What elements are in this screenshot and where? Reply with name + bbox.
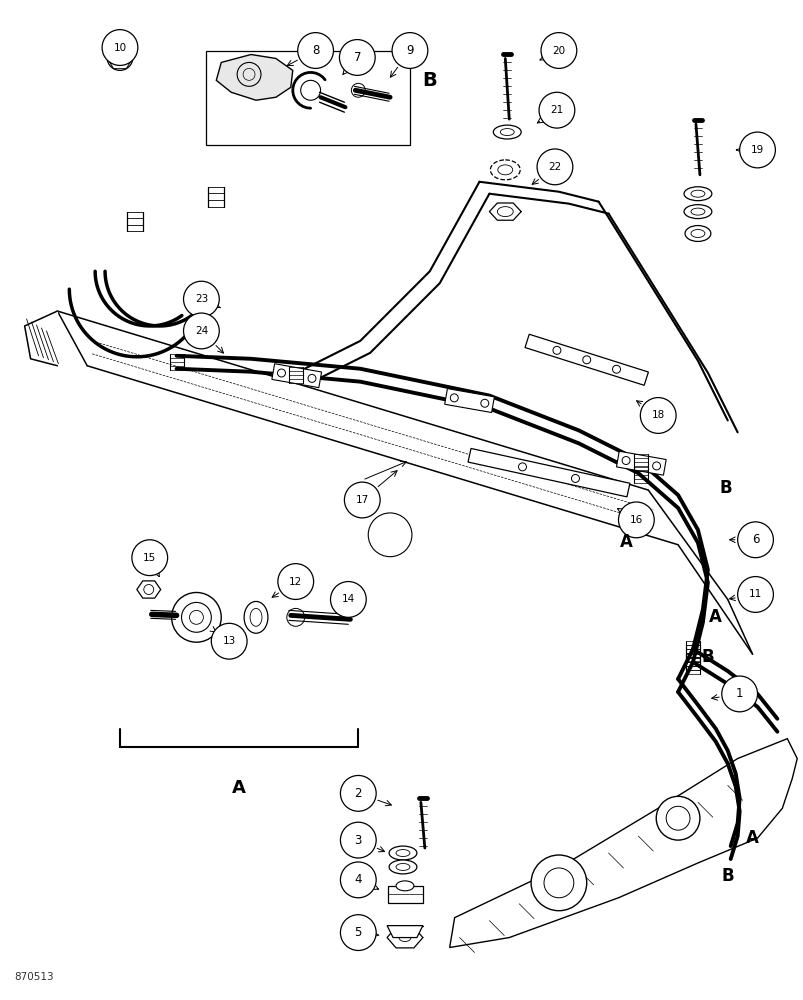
Text: B: B: [422, 71, 437, 90]
Circle shape: [531, 855, 586, 911]
Text: 13: 13: [222, 636, 235, 646]
Text: B: B: [719, 479, 732, 497]
Circle shape: [113, 51, 127, 64]
Ellipse shape: [389, 846, 417, 860]
Ellipse shape: [683, 187, 711, 201]
Circle shape: [536, 149, 572, 185]
Text: 17: 17: [355, 495, 369, 505]
Text: A: A: [619, 533, 632, 551]
Text: 16: 16: [629, 515, 642, 525]
Circle shape: [538, 92, 574, 128]
Text: 14: 14: [341, 594, 355, 604]
Polygon shape: [616, 451, 666, 475]
Circle shape: [450, 394, 458, 402]
Ellipse shape: [396, 881, 414, 891]
Polygon shape: [467, 448, 629, 497]
Circle shape: [340, 862, 376, 898]
Text: B: B: [720, 867, 733, 885]
Circle shape: [330, 582, 366, 617]
Text: 6: 6: [751, 533, 758, 546]
Circle shape: [132, 540, 167, 576]
Circle shape: [339, 40, 375, 75]
Circle shape: [183, 313, 219, 349]
Circle shape: [480, 399, 488, 407]
Circle shape: [571, 474, 579, 482]
Ellipse shape: [493, 125, 520, 139]
Text: 12: 12: [289, 577, 302, 587]
Circle shape: [736, 522, 772, 558]
Text: 2: 2: [354, 787, 361, 800]
Text: A: A: [232, 779, 246, 797]
Text: 11: 11: [748, 589, 761, 599]
Text: 9: 9: [406, 44, 414, 57]
Ellipse shape: [244, 601, 267, 633]
Circle shape: [392, 33, 427, 68]
Polygon shape: [449, 739, 797, 948]
Text: 24: 24: [194, 326, 208, 336]
Text: 21: 21: [549, 105, 563, 115]
Circle shape: [340, 822, 376, 858]
Circle shape: [183, 281, 219, 317]
Text: 18: 18: [650, 410, 664, 420]
Circle shape: [612, 365, 620, 373]
Text: 22: 22: [548, 162, 560, 172]
Polygon shape: [386, 926, 422, 938]
Polygon shape: [271, 364, 321, 388]
Polygon shape: [388, 886, 422, 903]
Text: A: A: [745, 829, 758, 847]
Text: A: A: [708, 608, 721, 626]
Circle shape: [340, 775, 376, 811]
Text: 870513: 870513: [14, 972, 55, 982]
Circle shape: [344, 482, 380, 518]
Ellipse shape: [389, 860, 417, 874]
Text: 23: 23: [194, 294, 208, 304]
Polygon shape: [25, 311, 57, 366]
Circle shape: [518, 463, 526, 471]
Ellipse shape: [683, 205, 711, 219]
Circle shape: [540, 33, 576, 68]
Circle shape: [308, 374, 316, 382]
Text: B: B: [701, 648, 713, 666]
Circle shape: [739, 132, 774, 168]
Text: 4: 4: [354, 873, 361, 886]
Circle shape: [582, 356, 590, 364]
Circle shape: [622, 457, 630, 464]
Polygon shape: [524, 334, 647, 385]
Circle shape: [721, 676, 756, 712]
Bar: [206, 51, 410, 145]
Polygon shape: [216, 54, 292, 100]
Text: 3: 3: [354, 834, 361, 847]
Text: 7: 7: [353, 51, 361, 64]
Circle shape: [277, 369, 285, 377]
Circle shape: [297, 33, 333, 68]
Circle shape: [655, 796, 699, 840]
Text: 15: 15: [143, 553, 157, 563]
Text: 20: 20: [552, 46, 565, 56]
Circle shape: [102, 30, 137, 65]
Text: 19: 19: [750, 145, 763, 155]
Circle shape: [618, 502, 654, 538]
Polygon shape: [444, 389, 494, 413]
Text: 10: 10: [113, 43, 126, 53]
Circle shape: [278, 564, 313, 599]
Ellipse shape: [490, 160, 520, 180]
Circle shape: [340, 915, 376, 950]
Circle shape: [639, 398, 675, 433]
Circle shape: [552, 346, 560, 354]
Circle shape: [652, 462, 660, 470]
Text: 5: 5: [354, 926, 361, 939]
Text: 8: 8: [312, 44, 319, 57]
Circle shape: [211, 623, 247, 659]
Circle shape: [171, 592, 221, 642]
Circle shape: [736, 577, 772, 612]
Ellipse shape: [684, 226, 710, 241]
Text: 1: 1: [735, 687, 743, 700]
